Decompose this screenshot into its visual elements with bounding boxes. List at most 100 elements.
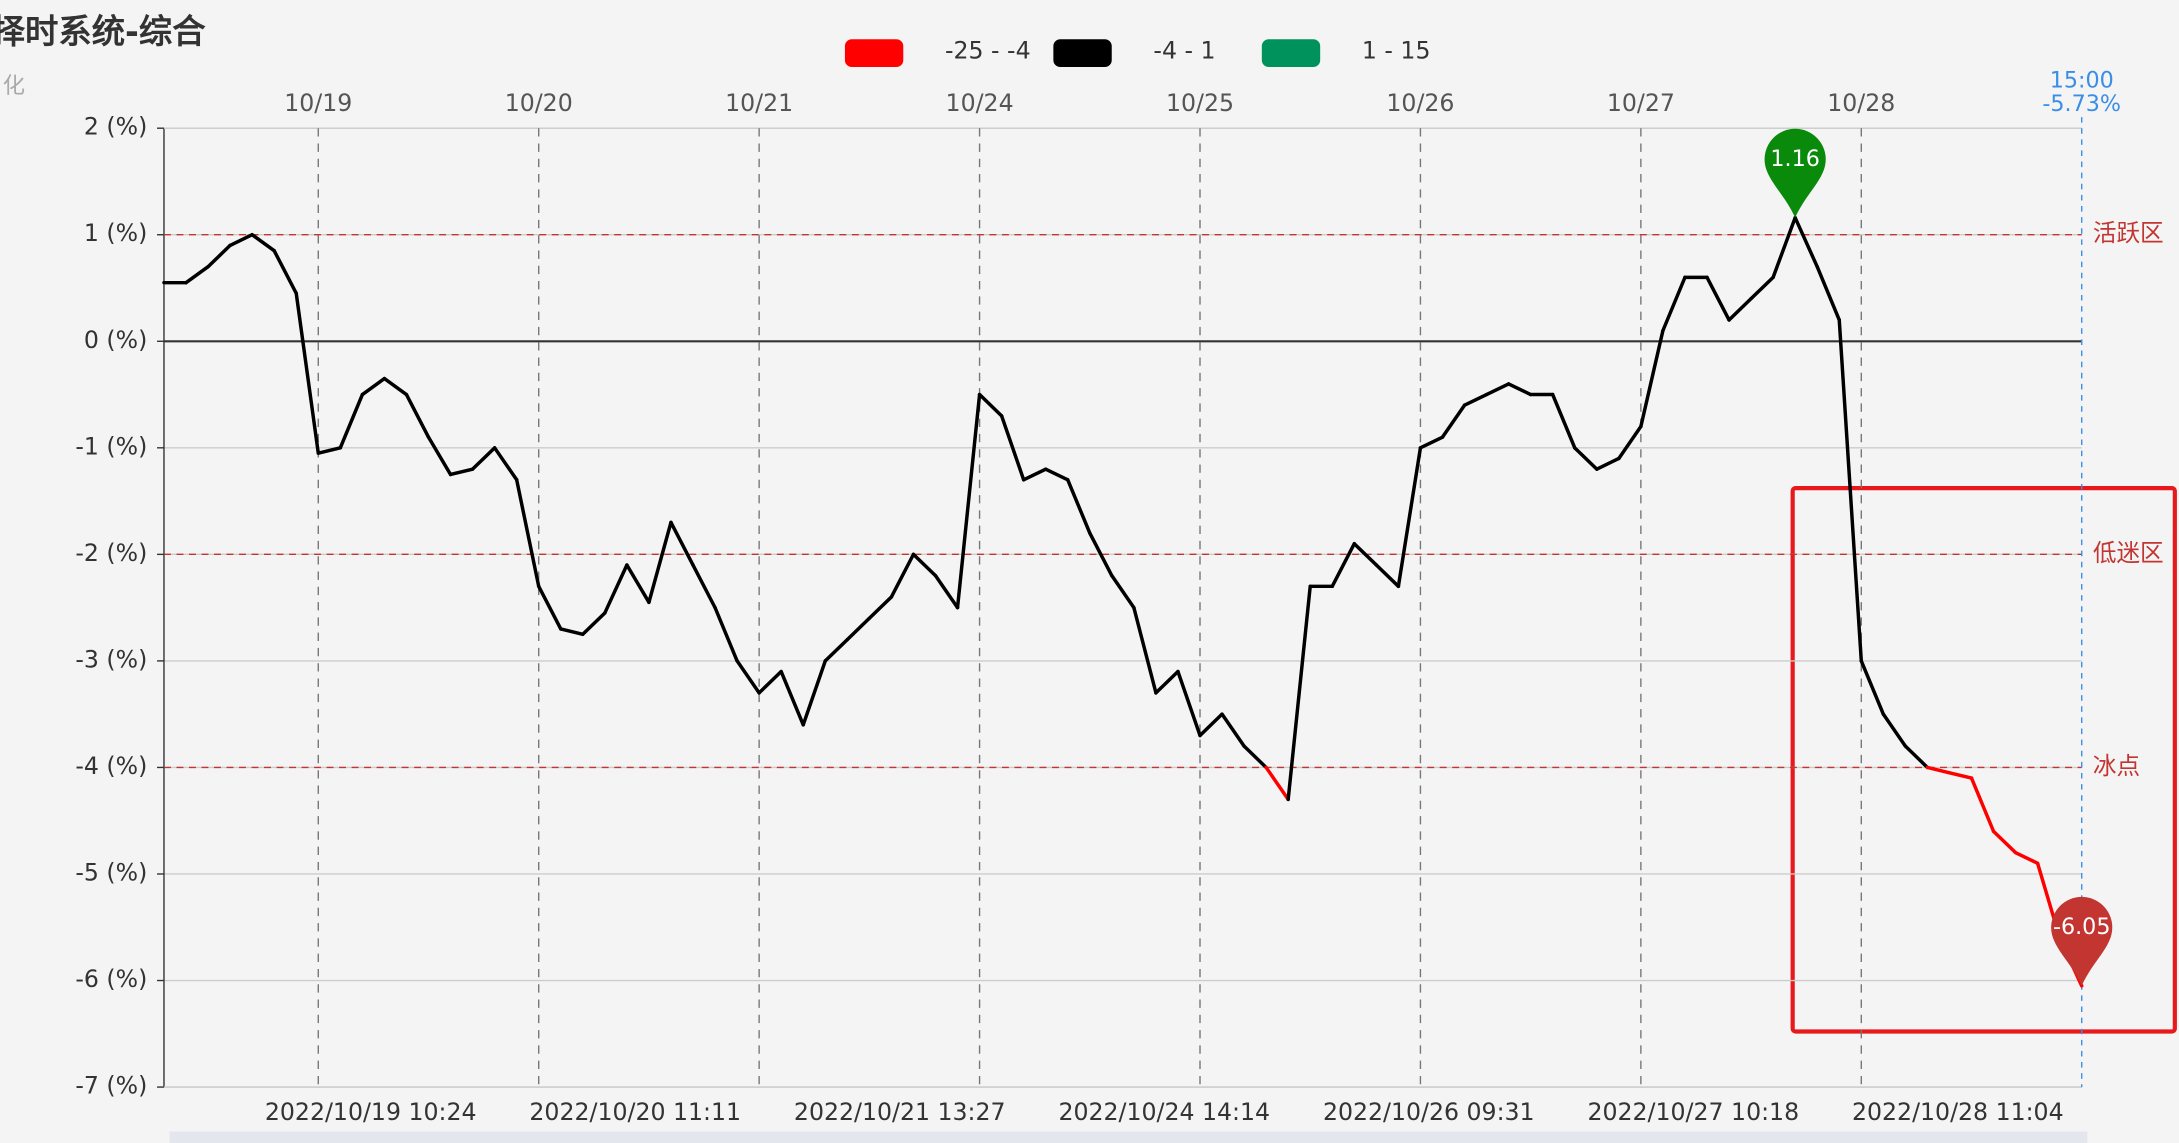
highlight-box [1790, 486, 2177, 1034]
mark-pin [1764, 128, 1826, 218]
x2-tick-label: 10/28 [1827, 89, 1895, 117]
legend-swatch [1053, 39, 1112, 68]
line-segment [911, 552, 938, 578]
line-segment [845, 616, 872, 642]
chart-subtitle: 化 [3, 73, 25, 99]
line-segment [514, 478, 541, 589]
line-segment [1793, 215, 1819, 269]
line-segment [559, 627, 585, 637]
line-segment [823, 637, 850, 663]
pointer-time: 15:00 [2050, 67, 2114, 93]
line-segment [1462, 392, 1489, 407]
line-segment [338, 392, 365, 450]
line-segment [1991, 829, 2018, 855]
line-segment [1506, 382, 1533, 397]
x2-tick-label: 10/25 [1166, 89, 1234, 117]
mark-pin-label: 1.16 [1770, 146, 1819, 172]
line-segment [1550, 392, 1577, 450]
line-segment [1132, 605, 1158, 695]
line-segment [691, 563, 717, 610]
mark-pin [2051, 896, 2113, 986]
line-segment [1749, 275, 1775, 301]
mark-line-label: 活跃区 [2093, 219, 2164, 247]
line-segment [382, 376, 409, 397]
y-tick-label: -6 (%) [75, 965, 147, 993]
x2-tick-label: 10/24 [946, 89, 1014, 117]
line-segment [1440, 403, 1467, 439]
line-segment [955, 392, 982, 610]
line-segment [581, 611, 607, 637]
line-segment [1198, 712, 1224, 738]
legend-label: -25 - -4 [945, 36, 1031, 64]
line-segment [250, 232, 276, 253]
line-segment [2013, 850, 2040, 866]
legend-swatch [844, 39, 904, 68]
line-segment [1352, 541, 1379, 567]
line-segment [867, 595, 894, 621]
mark-line-label: 低迷区 [2093, 539, 2164, 567]
y-tick-label: -7 (%) [75, 1072, 147, 1100]
x-tick-label: 2022/10/19 10:24 [265, 1098, 477, 1126]
line-segment [1837, 318, 1864, 663]
line-segment [206, 243, 232, 269]
line-segment [404, 392, 431, 439]
line-segment [669, 520, 695, 567]
line-segment [1110, 573, 1136, 610]
line-segment [492, 446, 519, 482]
line-segment [228, 232, 254, 248]
legend-swatch [1261, 39, 1321, 68]
line-segment [1639, 328, 1665, 429]
line-segment [536, 584, 563, 631]
line-segment [801, 659, 828, 727]
y-tick-label: 0 (%) [84, 326, 147, 354]
line-segment [1264, 765, 1290, 802]
line-segment [1572, 446, 1599, 471]
y-tick-label: 1 (%) [84, 219, 147, 247]
line-segment [1859, 659, 1886, 716]
mark-line-label: 冰点 [2093, 752, 2140, 780]
line-segment [999, 414, 1026, 482]
line-segment [1088, 531, 1114, 578]
x2-tick-label: 10/27 [1607, 89, 1675, 117]
line-segment [1154, 669, 1180, 695]
line-segment [1176, 669, 1202, 738]
line-segment [757, 669, 783, 695]
chart-title: 择时系统-综合 [0, 12, 206, 51]
line-segment [1815, 264, 1841, 322]
y-tick-label: -2 (%) [75, 539, 147, 567]
x2-tick-label: 10/19 [284, 89, 352, 117]
line-segment [779, 669, 805, 727]
line-segment [1374, 563, 1401, 589]
legend-label: -4 - 1 [1153, 36, 1215, 64]
x2-tick-label: 10/20 [505, 89, 573, 117]
line-segment [1286, 584, 1312, 802]
line-segment [977, 392, 1004, 418]
line-segment [1242, 744, 1268, 770]
line-segment [1396, 446, 1423, 589]
line-segment [1418, 435, 1445, 450]
legend-label: 1 - 15 [1362, 36, 1431, 64]
line-segment [1727, 296, 1753, 322]
line-segment [933, 573, 960, 610]
x-tick-label: 2022/10/26 09:31 [1323, 1098, 1535, 1126]
y-tick-label: -5 (%) [75, 858, 147, 886]
line-segment [1330, 541, 1357, 589]
line-segment [294, 291, 321, 455]
x-tick-label: 2022/10/20 11:11 [529, 1098, 741, 1126]
line-segment [316, 446, 343, 455]
data-zoom-slider[interactable] [169, 1131, 2088, 1143]
line-segment [426, 435, 453, 477]
line-segment [1925, 765, 1952, 775]
line-segment [1661, 275, 1687, 333]
line-segment [603, 563, 629, 615]
line-segment [1220, 712, 1246, 748]
y-tick-label: -1 (%) [75, 432, 147, 460]
line-segment [1484, 382, 1511, 397]
x-tick-label: 2022/10/27 10:18 [1587, 1098, 1799, 1126]
line-segment [470, 446, 497, 471]
x-tick-label: 2022/10/28 11:04 [1852, 1098, 2064, 1126]
line-segment [1021, 467, 1048, 482]
line-segment [889, 552, 916, 599]
line-segment [1771, 215, 1797, 280]
